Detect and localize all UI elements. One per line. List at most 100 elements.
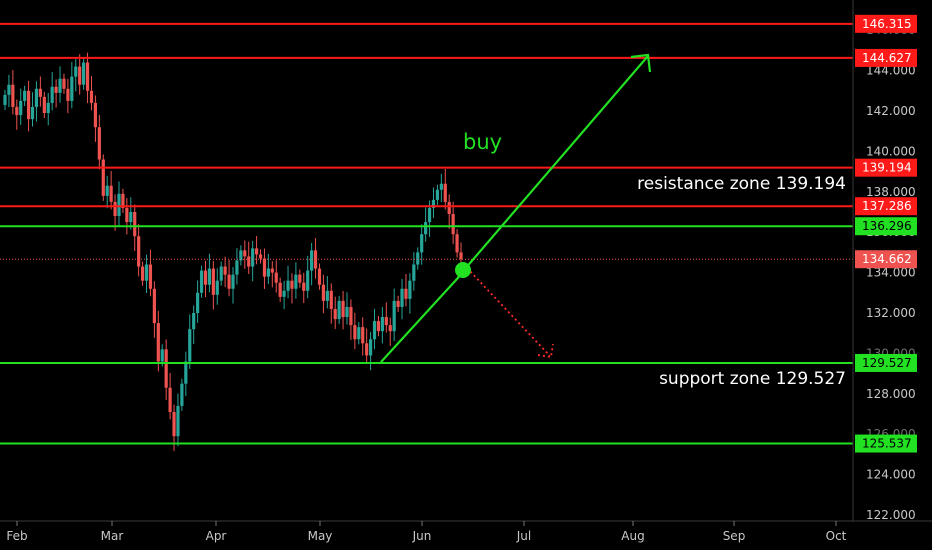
candle-body (26, 90, 31, 120)
time-tick-label: Oct (826, 529, 847, 543)
candle-body (140, 266, 145, 281)
candle-body (46, 102, 50, 114)
candle-body (459, 252, 463, 260)
candle-body (404, 288, 408, 299)
candle-body (235, 260, 239, 275)
candle-body (85, 62, 90, 91)
candle-body (392, 300, 396, 332)
candle-body (424, 222, 428, 235)
candle-body (137, 236, 141, 267)
candle-body (144, 264, 149, 281)
candle-body (42, 96, 46, 114)
candle-body (74, 66, 78, 77)
candle-body (372, 321, 377, 340)
time-tick-label: Apr (206, 529, 227, 543)
level-price-tag (855, 434, 917, 453)
candle-body (192, 313, 196, 330)
level-price-labels: 146.315 144.627 139.194 137.286 136.296 134.6… (855, 14, 917, 453)
time-axis: Feb Mar Apr May Jun Jul Aug Sep Oct (0, 520, 932, 543)
candle-body (337, 300, 341, 320)
candle-body (247, 256, 251, 267)
time-tick-label: Feb (6, 529, 27, 543)
candle-body (258, 254, 263, 259)
support-zone-label: support zone 129.527 (659, 369, 846, 389)
buy-arrow-head (630, 53, 652, 73)
candle-body (341, 300, 345, 318)
candle-body (188, 329, 192, 362)
candle-body (215, 280, 219, 295)
candlestick-series (3, 52, 463, 451)
candle-body (368, 339, 373, 356)
price-tick-label: 138.000 (866, 185, 916, 199)
entry-point-marker (455, 262, 471, 278)
candle-body (148, 264, 153, 289)
candle-body (306, 270, 310, 291)
candle-body (176, 405, 180, 437)
candle-body (30, 106, 35, 120)
candle-body (333, 308, 337, 320)
price-tick-label: 128.000 (866, 387, 916, 401)
candle-body (93, 102, 98, 128)
candle-body (451, 214, 455, 235)
candle-body (455, 234, 459, 253)
time-tick-label: Sep (723, 529, 746, 543)
candle-body (329, 290, 333, 309)
level-price-tag (855, 250, 917, 269)
candle-body (207, 268, 212, 285)
candle-body (199, 270, 204, 293)
candle-body (427, 207, 432, 223)
buy-label: buy (463, 130, 502, 154)
candle-body (231, 274, 235, 289)
horizontal-levels (0, 22, 853, 445)
candle-body (416, 252, 420, 265)
candle-body (184, 361, 188, 384)
price-tick-label: 144.000 (866, 64, 916, 78)
level-price-tag (855, 14, 917, 33)
candle-body (152, 288, 156, 324)
candle-body (266, 268, 270, 277)
candle-body (302, 282, 306, 291)
candle-body (439, 183, 443, 190)
candle-body (168, 387, 172, 412)
candle-body (431, 199, 436, 208)
candle-body (443, 183, 447, 202)
price-tick-label: 124.000 (866, 468, 916, 482)
candle-body (58, 78, 62, 93)
candle-body (435, 189, 440, 200)
price-tick-label: 122.000 (866, 508, 916, 522)
candle-body (34, 88, 39, 107)
level-price-text: 144.627 (862, 51, 912, 65)
level-price-text: 134.662 (862, 252, 912, 266)
time-tick-label: Jul (516, 529, 531, 543)
candle-body (239, 250, 243, 261)
trendline-support (380, 267, 468, 363)
candle-body (3, 94, 7, 105)
candle-body (160, 349, 164, 362)
candle-body (62, 78, 66, 89)
candle-body (70, 76, 74, 101)
level-price-tag (855, 197, 917, 216)
down-projection-head (537, 343, 554, 359)
candle-body (447, 201, 451, 215)
time-tick-label: Aug (621, 529, 644, 543)
candle-body (54, 86, 58, 93)
candle-body (274, 272, 278, 283)
candle-body (196, 292, 200, 313)
candle-body (38, 88, 42, 97)
candle-body (66, 88, 70, 101)
price-tick-label: 142.000 (866, 104, 916, 118)
candle-body (262, 258, 267, 277)
candle-body (133, 212, 137, 237)
candle-body (270, 268, 274, 273)
candle-body (384, 317, 388, 326)
candle-body (420, 234, 424, 253)
candle-body (282, 290, 286, 297)
level-price-text: 129.527 (862, 356, 912, 370)
candle-body (286, 280, 290, 291)
candle-body (294, 274, 298, 289)
candle-body (121, 193, 125, 208)
candle-body (325, 290, 329, 301)
candle-body (125, 207, 129, 223)
candle-body (7, 84, 11, 95)
